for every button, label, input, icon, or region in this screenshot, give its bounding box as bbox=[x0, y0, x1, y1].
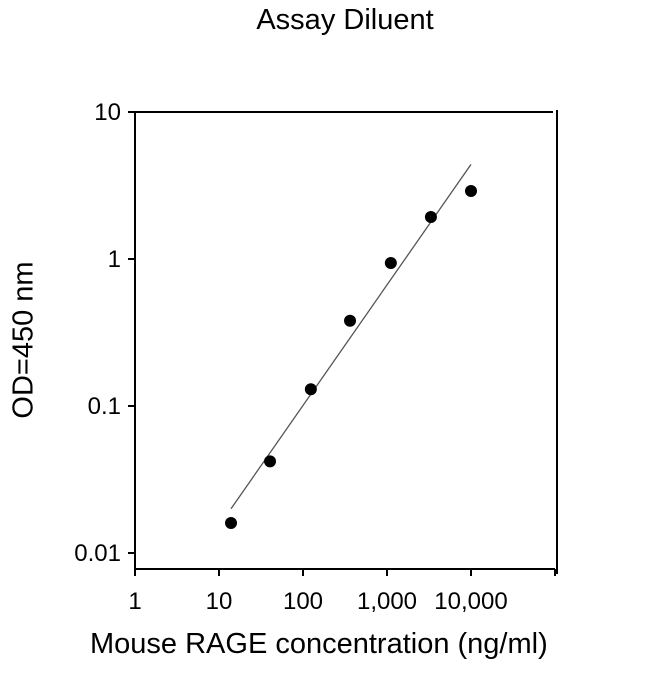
axes: 0.01 0.1 1 10 1 10 100 1,000 10,000 bbox=[74, 99, 558, 615]
x-tick-label: 1 bbox=[128, 588, 141, 615]
data-point bbox=[344, 314, 357, 327]
data-point bbox=[424, 211, 437, 224]
data-points bbox=[225, 185, 477, 529]
y-tick-label: 1 bbox=[108, 246, 121, 273]
y-tick-label: 0.01 bbox=[74, 540, 121, 567]
x-tick-label: 1,000 bbox=[357, 588, 417, 615]
x-tick-label: 100 bbox=[283, 588, 323, 615]
y-tick-label: 10 bbox=[94, 99, 121, 126]
x-tick-label: 10,000 bbox=[434, 588, 507, 615]
data-point bbox=[264, 455, 277, 468]
x-axis-label: Mouse RAGE concentration (ng/ml) bbox=[90, 628, 548, 660]
data-point bbox=[465, 185, 477, 198]
y-tick-label: 0.1 bbox=[88, 393, 121, 420]
x-tick-label: 10 bbox=[206, 588, 233, 615]
data-point bbox=[304, 383, 317, 396]
data-point bbox=[384, 256, 397, 269]
chart-title: Assay Diluent bbox=[256, 4, 434, 36]
data-point bbox=[225, 516, 238, 529]
